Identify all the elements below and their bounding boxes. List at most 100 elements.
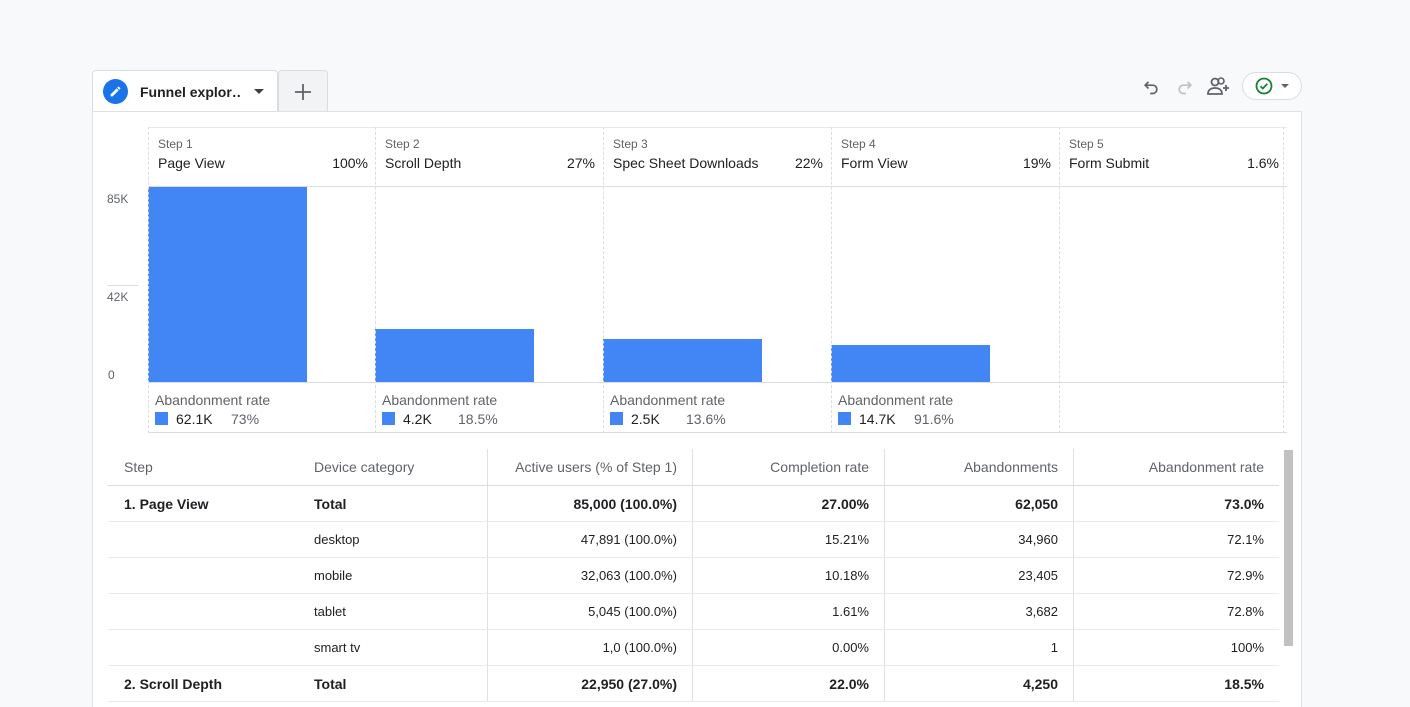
funnel-bar[interactable] [375, 329, 534, 382]
cell-abandonments: 34,960 [884, 522, 1073, 557]
cell-abandonment-rate: 72.9% [1073, 558, 1279, 593]
cell-step [124, 594, 314, 629]
check-circle-icon [1255, 77, 1273, 95]
cell-abandonment-rate: 73.0% [1073, 486, 1279, 521]
abandonment-box: Abandonment rate 4.2K 18.5% [375, 382, 603, 433]
column-header-completion-rate[interactable]: Completion rate [692, 449, 884, 485]
cell-step [124, 630, 314, 665]
abandonment-percent: 91.6% [914, 411, 954, 427]
funnel-step-column: Step 2 Scroll Depth 27% Abandonment rate 4.2… [375, 127, 603, 433]
cell-active-users: 22,950 (27.0%) [487, 666, 692, 701]
step-header: Step 1 Page View 100% [148, 127, 376, 187]
plus-icon [295, 83, 311, 100]
abandonment-box [1059, 382, 1287, 433]
legend-swatch [838, 412, 851, 425]
abandonment-value: 2.5K [631, 411, 660, 427]
column-header-step[interactable]: Step [124, 459, 153, 475]
step-plot [831, 187, 1059, 382]
cell-step: 2. Scroll Depth [124, 675, 223, 692]
chevron-down-icon [1281, 84, 1289, 88]
y-tick-label: 42K [107, 290, 129, 304]
abandonment-box: Abandonment rate 62.1K 73% [148, 382, 376, 433]
cell-device-category: mobile [314, 568, 353, 583]
funnel-bar[interactable] [603, 339, 762, 382]
funnel-step-column: Step 3 Spec Sheet Downloads 22% Abandonment… [603, 127, 831, 433]
table-row[interactable]: tablet 5,045 (100.0%) 1.61% 3,682 72.8% [108, 594, 1279, 630]
redo-icon [1178, 81, 1193, 95]
save-status-dropdown[interactable] [1242, 72, 1302, 100]
funnel-step-column: Step 1 Page View 100% Abandonment rate 62.1K… [148, 127, 376, 433]
cell-abandonment-rate: 100% [1073, 630, 1279, 665]
tab-label: Funnel explor… [140, 83, 240, 100]
cell-abandonment-rate: 18.5% [1073, 666, 1279, 701]
y-tick-label: 0 [108, 368, 115, 382]
step-percent: 100% [332, 155, 368, 171]
cell-completion-rate: 0.00% [692, 630, 884, 665]
pencil-icon[interactable] [103, 79, 128, 104]
abandonment-value: 4.2K [403, 411, 432, 427]
cell-device-category: smart tv [314, 640, 361, 655]
legend-swatch [155, 412, 168, 425]
step-name: Page View [158, 155, 225, 171]
abandonment-percent: 13.6% [686, 411, 726, 427]
abandonment-label: Abandonment rate [155, 392, 271, 408]
step-number: Step 4 [841, 137, 876, 151]
step-number: Step 2 [385, 137, 420, 151]
column-divider [831, 127, 832, 433]
table-row[interactable]: 1. Page View Total 85,000 (100.0%) 27.00% 62… [108, 486, 1279, 522]
step-header: Step 2 Scroll Depth 27% [375, 127, 603, 187]
cell-abandonments: 23,405 [884, 558, 1073, 593]
column-divider [1283, 127, 1284, 433]
abandonment-percent: 73% [231, 411, 260, 427]
column-header-abandonments[interactable]: Abandonments [884, 449, 1073, 485]
table-scrollbar[interactable] [1284, 450, 1293, 646]
abandonment-label: Abandonment rate [382, 392, 498, 408]
funnel-bar[interactable] [831, 345, 990, 382]
cell-active-users: 85,000 (100.0%) [487, 486, 692, 521]
cell-completion-rate: 1.61% [692, 594, 884, 629]
table-row[interactable]: desktop 47,891 (100.0%) 15.21% 34,960 72.1% [108, 522, 1279, 558]
column-header-abandonment-rate[interactable]: Abandonment rate [1073, 449, 1279, 485]
abandonment-box: Abandonment rate 2.5K 13.6% [603, 382, 831, 433]
undo-button[interactable] [1138, 73, 1164, 99]
abandonment-label: Abandonment rate [838, 392, 954, 408]
step-name: Form Submit [1069, 155, 1150, 171]
cell-device-category: Total [314, 495, 347, 512]
table-row[interactable]: smart tv 1,0 (100.0%) 0.00% 1 100% [108, 630, 1279, 666]
undo-icon [1143, 81, 1158, 95]
column-header-active-users[interactable]: Active users (% of Step 1) [487, 449, 692, 485]
cell-active-users: 5,045 (100.0%) [487, 594, 692, 629]
cell-active-users: 32,063 (100.0%) [487, 558, 692, 593]
step-number: Step 1 [158, 137, 193, 151]
cell-device-category: Total [314, 675, 347, 692]
funnel-chart: Step 1 Page View 100% Abandonment rate 62.1K… [148, 127, 1287, 433]
step-percent: 19% [1022, 155, 1051, 171]
cell-step [124, 558, 314, 593]
step-number: Step 3 [613, 137, 648, 151]
table-header-row: Step Device category Active users (% of … [108, 449, 1279, 486]
step-plot [603, 187, 831, 382]
step-header: Step 3 Spec Sheet Downloads 22% [603, 127, 831, 187]
legend-swatch [382, 412, 395, 425]
chevron-down-icon[interactable] [254, 89, 264, 94]
cell-abandonments: 3,682 [884, 594, 1073, 629]
step-percent: 1.6% [1247, 155, 1279, 171]
redo-button[interactable] [1172, 73, 1198, 99]
cell-completion-rate: 15.21% [692, 522, 884, 557]
cell-abandonments: 4,250 [884, 666, 1073, 701]
step-header: Step 4 Form View 19% [831, 127, 1059, 187]
legend-swatch [610, 412, 623, 425]
cell-step: 1. Page View [124, 495, 209, 512]
step-plot [148, 187, 376, 382]
column-divider [1059, 127, 1060, 433]
cell-completion-rate: 10.18% [692, 558, 884, 593]
add-tab-button[interactable] [278, 70, 328, 112]
step-name: Spec Sheet Downloads [613, 155, 759, 171]
column-header-device-category[interactable]: Device category [314, 459, 415, 475]
funnel-bar[interactable] [148, 187, 307, 382]
tab-funnel-exploration[interactable]: Funnel explor… [92, 70, 278, 112]
share-button[interactable] [1206, 73, 1232, 99]
table-row[interactable]: 2. Scroll Depth Total 22,950 (27.0%) 22.0% 4… [108, 666, 1279, 702]
cell-device-category: desktop [314, 532, 360, 547]
table-row[interactable]: mobile 32,063 (100.0%) 10.18% 23,405 72.9% [108, 558, 1279, 594]
